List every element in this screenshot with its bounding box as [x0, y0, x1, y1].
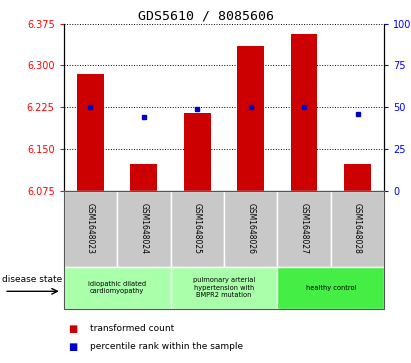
Bar: [344, 164, 371, 191]
Text: transformed count: transformed count: [90, 324, 175, 333]
Bar: [291, 34, 318, 191]
Bar: [238, 46, 264, 191]
Text: GSM1648026: GSM1648026: [246, 203, 255, 254]
Text: GSM1648023: GSM1648023: [86, 203, 95, 254]
Text: disease state: disease state: [2, 275, 62, 284]
Text: ■: ■: [68, 342, 77, 352]
Text: healthy control: healthy control: [306, 285, 356, 291]
Text: ■: ■: [68, 323, 77, 334]
Bar: [184, 113, 211, 191]
Text: GSM1648024: GSM1648024: [139, 203, 148, 254]
Text: GSM1648028: GSM1648028: [353, 203, 362, 254]
Text: GDS5610 / 8085606: GDS5610 / 8085606: [138, 9, 273, 22]
Text: GSM1648027: GSM1648027: [300, 203, 309, 254]
Text: idiopathic dilated
cardiomyopathy: idiopathic dilated cardiomyopathy: [88, 281, 146, 294]
Bar: [77, 74, 104, 191]
Text: GSM1648025: GSM1648025: [193, 203, 202, 254]
Text: pulmonary arterial
hypertension with
BMPR2 mutation: pulmonary arterial hypertension with BMP…: [193, 277, 255, 298]
Text: percentile rank within the sample: percentile rank within the sample: [90, 342, 244, 351]
Bar: [131, 164, 157, 191]
